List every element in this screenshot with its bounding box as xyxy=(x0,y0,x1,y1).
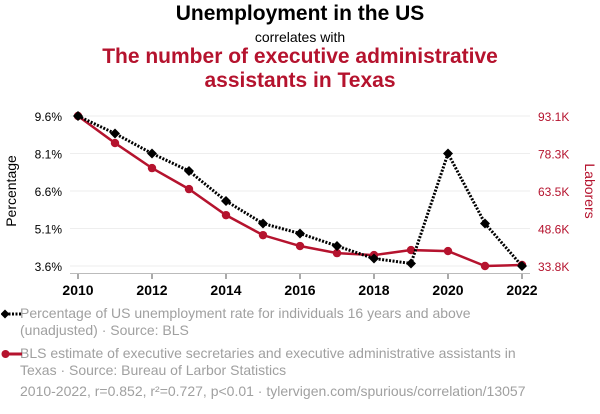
data-point-assistants xyxy=(184,184,194,194)
axes: 9.6% 8.1% 6.6% 5.1% 3.6% 93.1K 78.3K 63.5K 48.6K… xyxy=(3,110,598,298)
data-point-unemployment xyxy=(110,128,120,139)
y-axis-title-left: Percentage xyxy=(3,155,19,227)
line-chart: 9.6% 8.1% 6.6% 5.1% 3.6% 93.1K 78.3K 63.5K 48.6K… xyxy=(3,110,598,298)
data-point-unemployment xyxy=(295,228,305,239)
x-tick-label: 2022 xyxy=(506,282,537,298)
x-tick-label: 2020 xyxy=(432,282,463,298)
legend-text-line1: Percentage of US unemployment rate for i… xyxy=(20,305,471,321)
legend-text-line2: Texas · Source: Bureau of Larbor Statist… xyxy=(20,362,287,378)
data-point-unemployment xyxy=(406,258,416,269)
data-point-assistants xyxy=(480,261,490,271)
data-point-assistants xyxy=(295,241,305,251)
data-point-assistants xyxy=(258,230,268,240)
y-tick-label-left: 3.6% xyxy=(35,260,63,274)
data-point-unemployment xyxy=(147,148,157,159)
x-tick-label: 2018 xyxy=(358,282,389,298)
x-tick-label: 2014 xyxy=(210,282,241,298)
data-point-unemployment xyxy=(480,218,490,229)
y-tick-label-right: 78.3K xyxy=(538,148,569,162)
data-point-unemployment xyxy=(443,148,453,159)
data-point-unemployment xyxy=(184,166,194,176)
data-point-assistants xyxy=(147,163,157,173)
x-tick-label: 2012 xyxy=(136,282,167,298)
correlation-footer: 2010-2022, r=0.852, r²=0.727, p<0.01 · t… xyxy=(20,383,526,399)
x-tick-label: 2010 xyxy=(62,282,93,298)
x-tick-label: 2016 xyxy=(284,282,315,298)
y-tick-label-left: 9.6% xyxy=(35,110,63,124)
series-group xyxy=(73,111,527,271)
y-tick-label-left: 8.1% xyxy=(35,148,63,162)
title2-line2: assistants in Texas xyxy=(204,69,396,92)
legend-marker-circle-icon xyxy=(1,350,22,358)
data-point-assistants xyxy=(332,248,342,258)
chart-subtitle: correlates with xyxy=(254,29,346,45)
y-tick-label-right: 63.5K xyxy=(538,185,569,199)
y-tick-label-left: 6.6% xyxy=(35,185,63,199)
data-point-unemployment xyxy=(258,218,268,229)
data-point-assistants xyxy=(110,138,120,148)
y-tick-label-right: 93.1K xyxy=(538,110,569,124)
data-point-unemployment xyxy=(369,253,379,264)
data-point-unemployment xyxy=(517,261,527,271)
data-point-assistants xyxy=(406,245,416,255)
data-point-unemployment xyxy=(221,196,231,206)
legend-text-line2: (unadjusted) · Source: BLS xyxy=(20,322,189,338)
data-point-assistants xyxy=(221,210,231,220)
legend-item-unemployment: Percentage of US unemployment rate for i… xyxy=(1,305,471,339)
legend-text-line1: BLS estimate of executive secretaries an… xyxy=(20,345,516,361)
y-axis-title-right: Laborers xyxy=(582,163,598,218)
data-point-unemployment xyxy=(73,111,83,121)
y-tick-label-left: 5.1% xyxy=(35,223,63,237)
data-point-unemployment xyxy=(332,241,342,251)
data-point-assistants xyxy=(443,246,453,256)
y-tick-label-right: 48.6K xyxy=(538,223,569,237)
chart-title: Unemployment in the US xyxy=(175,2,425,25)
legend-marker-diamond-icon xyxy=(1,309,22,319)
chart-title-secondary: The number of executive administrative a… xyxy=(0,45,600,93)
y-tick-label-right: 33.8K xyxy=(538,260,569,274)
legend-item-assistants: BLS estimate of executive secretaries an… xyxy=(1,345,516,379)
title2-line1: The number of executive administrative xyxy=(102,45,498,68)
